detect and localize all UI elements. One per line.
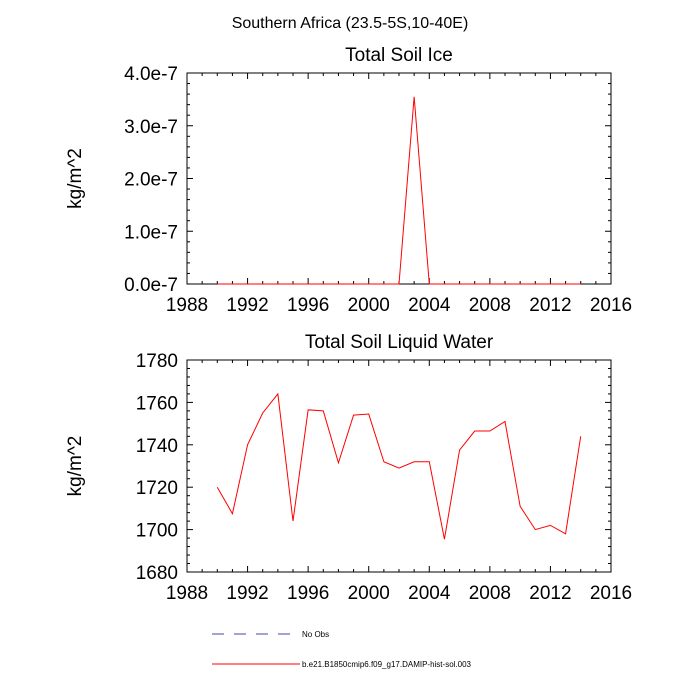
soil-water-plot-frame <box>186 359 612 573</box>
soil-water-ytick-label: 1720 <box>136 478 178 499</box>
soil-water-xtick-label: 1992 <box>226 583 268 604</box>
soil-ice-xtick-label: 2008 <box>469 295 511 316</box>
soil-ice-xtick-label: 1996 <box>287 295 329 316</box>
soil-ice-title: Total Soil Ice <box>345 45 453 66</box>
soil-water-xtick-label: 2016 <box>590 583 632 604</box>
soil-water-xtick-label: 2012 <box>529 583 571 604</box>
soil-ice-xtick-label: 1992 <box>226 295 268 316</box>
legend-run-label: b.e21.B1850cmip6.f09_g17.DAMIP-hist-sol.… <box>302 660 472 669</box>
soil-water-xtick-label: 2000 <box>348 583 390 604</box>
soil-water-xtick-label: 1996 <box>287 583 329 604</box>
soil-ice-ytick-label: 2.0e-7 <box>124 170 178 191</box>
soil-ice-ytick-label: 1.0e-7 <box>124 222 178 243</box>
legend: No Obs b.e21.B1850cmip6.f09_g17.DAMIP-hi… <box>212 630 472 669</box>
soil-ice-ytick-label: 0.0e-7 <box>124 275 178 296</box>
soil-ice-xtick-label: 2004 <box>408 295 451 316</box>
soil-ice-xtick-label: 2000 <box>348 295 390 316</box>
soil-ice-ytick-label: 3.0e-7 <box>124 117 178 138</box>
soil-ice-plot-frame <box>186 72 612 285</box>
soil-ice-series-line <box>217 96 581 285</box>
soil-ice-panel: Total Soil Ice kg/m^2 1988 1992 1996 2000 2004… <box>65 45 632 316</box>
soil-ice-xtick-label: 2012 <box>529 295 571 316</box>
soil-water-ytick-label: 1740 <box>136 436 178 457</box>
soil-ice-xtick-label: 2016 <box>590 295 632 316</box>
soil-ice-ylabel: kg/m^2 <box>65 148 86 209</box>
soil-water-ytick-label: 1780 <box>136 351 178 372</box>
figure-suptitle: Southern Africa (23.5-5S,10-40E) <box>232 15 469 32</box>
soil-water-xtick-label: 2008 <box>469 583 511 604</box>
soil-water-xtick-label: 2004 <box>408 583 451 604</box>
soil-water-ytick-label: 1760 <box>136 393 178 414</box>
soil-water-series-line <box>216 392 582 540</box>
soil-ice-ytick-label: 4.0e-7 <box>124 64 178 85</box>
soil-water-title: Total Soil Liquid Water <box>305 332 494 353</box>
soil-water-ytick-label: 1680 <box>136 563 178 584</box>
soil-liquid-water-panel: Total Soil Liquid Water kg/m^2 1988 1992 199… <box>65 332 632 604</box>
legend-no-obs-label: No Obs <box>302 630 329 639</box>
soil-water-ytick-label: 1700 <box>136 521 178 542</box>
soil-water-xtick-label: 1988 <box>166 583 208 604</box>
soil-water-ylabel: kg/m^2 <box>65 436 86 497</box>
soil-ice-xtick-label: 1988 <box>166 295 208 316</box>
